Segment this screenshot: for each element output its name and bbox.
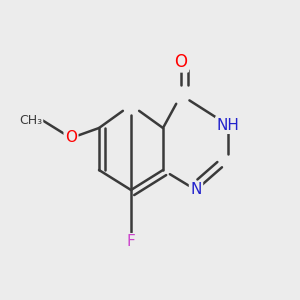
Text: NH: NH bbox=[217, 118, 239, 133]
Text: CH₃: CH₃ bbox=[19, 113, 42, 127]
Text: F: F bbox=[127, 235, 135, 250]
Text: O: O bbox=[175, 53, 188, 71]
Text: N: N bbox=[190, 182, 202, 197]
Text: O: O bbox=[65, 130, 77, 146]
